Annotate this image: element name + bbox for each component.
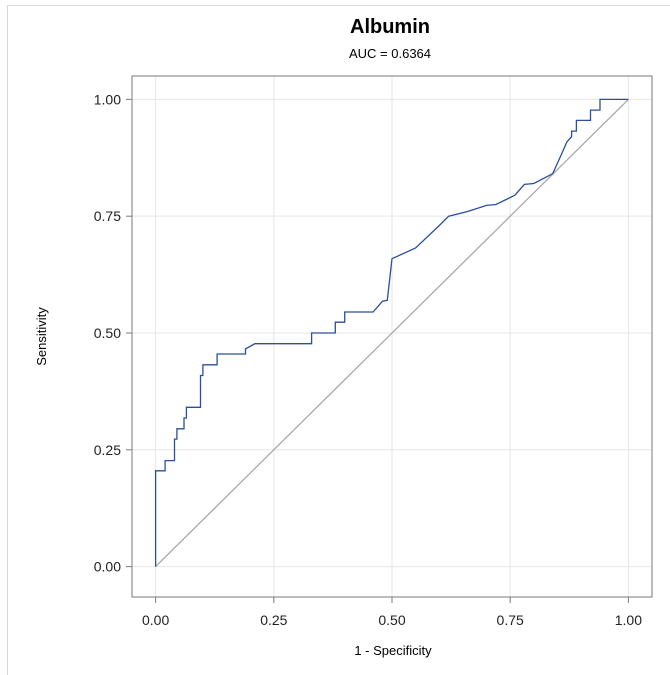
x-axis-label: 1 - Specificity <box>354 643 432 658</box>
y-tick-label-1: 0.25 <box>94 442 121 458</box>
y-axis-ticks: 0.00 0.25 0.50 0.75 1.00 <box>94 91 132 575</box>
y-tick-label-4: 1.00 <box>94 91 121 107</box>
grid-lines <box>132 76 652 597</box>
reference-line-group <box>155 98 629 568</box>
y-tick-label-3: 0.75 <box>94 208 121 224</box>
x-tick-label-2: 0.50 <box>378 612 405 628</box>
chart-subtitle: AUC = 0.6364 <box>348 46 432 61</box>
x-tick-label-3: 0.75 <box>497 612 524 628</box>
reference-diagonal-line <box>155 98 629 568</box>
y-axis-label: Sensitivity <box>34 307 49 366</box>
roc-curve-group <box>154 98 629 567</box>
x-axis-ticks: 0.00 0.25 0.50 0.75 1.00 <box>142 597 642 628</box>
roc-curve-line <box>154 98 629 567</box>
x-tick-label-0: 0.00 <box>142 612 169 628</box>
x-tick-label-1: 0.25 <box>260 612 287 628</box>
chart-frame <box>7 5 670 675</box>
chart-title: Albumin <box>350 16 430 38</box>
y-tick-label-0: 0.00 <box>94 559 121 575</box>
y-tick-label-2: 0.50 <box>94 325 121 341</box>
x-tick-label-4: 1.00 <box>615 612 642 628</box>
